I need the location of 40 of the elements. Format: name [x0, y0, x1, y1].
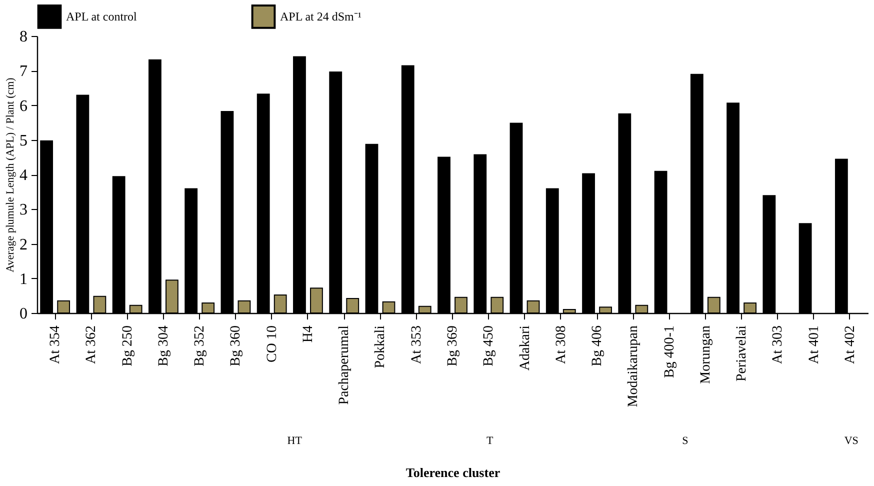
y-tick-label: 6 [20, 98, 28, 115]
x-tick-label: At 362 [84, 326, 100, 364]
x-tick-label: At 303 [770, 326, 786, 364]
x-axis-title: Tolerence cluster [406, 465, 500, 480]
x-tick-label: At 308 [554, 326, 569, 364]
text: S [682, 435, 688, 447]
x-tick-label: Bg 450 [482, 326, 497, 366]
text: T [486, 435, 494, 447]
legend-label: APL at 24 dSm⁻¹ [280, 10, 362, 24]
text: HT [287, 435, 302, 447]
x-tick-label: Bg 360 [228, 326, 244, 366]
x-tick-label: Bg 250 [120, 326, 136, 366]
text: VS [844, 435, 858, 447]
x-tick-label: Bg 304 [156, 326, 172, 366]
y-tick-label: 5 [20, 132, 28, 150]
x-tick-label: H4 [300, 326, 316, 343]
y-tick-label: 8 [20, 28, 28, 46]
y-axis-title: Average plumule Length (APL) / Plant (cm) [4, 77, 16, 272]
x-tick-label: At 401 [806, 326, 822, 364]
x-tick-label: Pokkali [373, 325, 388, 368]
x-tick-label: Adakari [518, 325, 533, 371]
x-tick-label: Bg 352 [192, 326, 208, 366]
x-tick-label: At 402 [842, 326, 858, 364]
y-tick-label: 7 [20, 63, 28, 80]
y-tick-label: 2 [20, 236, 28, 254]
legend-label: APL at control [66, 10, 138, 24]
y-tick-label: 1 [20, 270, 28, 288]
y-tick-label: 0 [20, 306, 28, 322]
x-tick-label: Bg 406 [590, 326, 606, 366]
x-tick-label: Bg 400-1 [662, 326, 678, 378]
x-tick-label: Morungan [698, 326, 714, 384]
x-tick-label: Periavelai [734, 325, 750, 382]
y-tick-label: 4 [20, 167, 28, 184]
x-tick-label: Pachaperumal [337, 325, 352, 405]
x-tick-label: At 354 [48, 326, 64, 364]
x-tick-label: At 353 [409, 326, 424, 364]
x-tick-label: Modaikarupan [626, 326, 642, 408]
y-tick-label: 3 [20, 202, 28, 219]
x-tick-label: CO 10 [264, 326, 280, 362]
x-tick-label: Bg 369 [446, 326, 460, 366]
